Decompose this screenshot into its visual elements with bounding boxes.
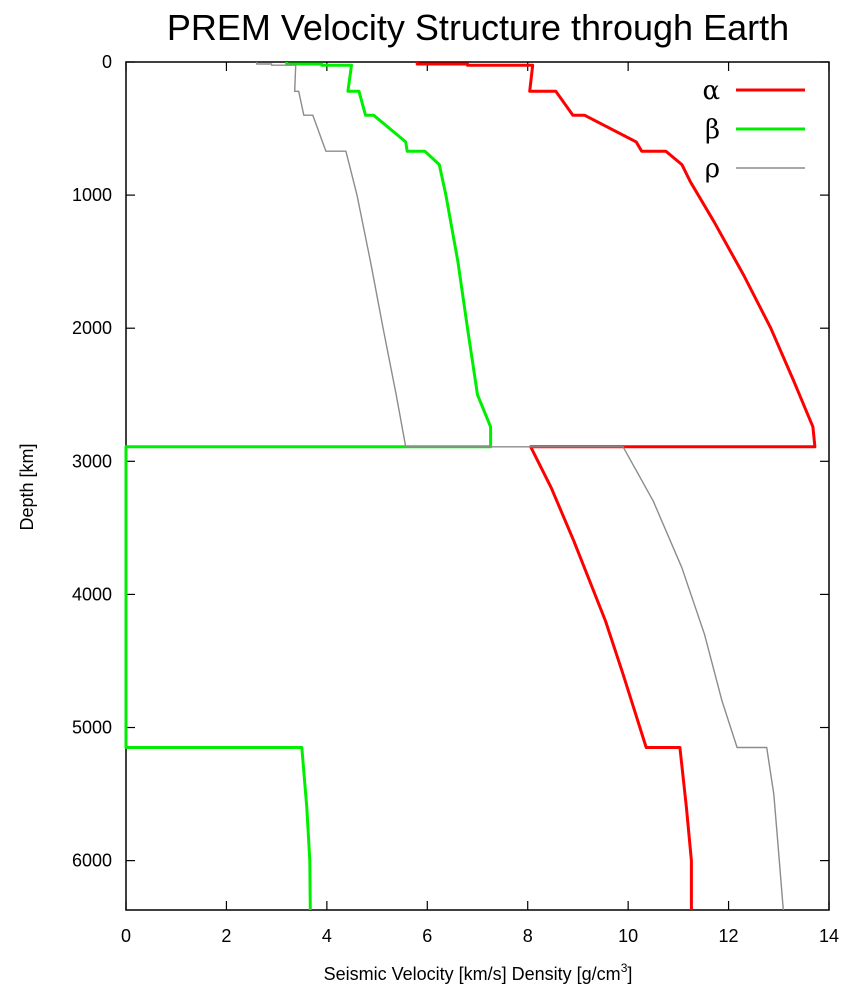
x-tick-label: 8: [523, 926, 533, 946]
y-axis-label: Depth [km]: [17, 443, 37, 530]
plot-frame: [125, 61, 830, 911]
x-axis-label-main: Seismic Velocity [km/s] Density [g/cm: [324, 964, 621, 984]
x-axis-label-sup: 3: [621, 961, 628, 975]
series-line-3: [255, 62, 784, 911]
y-tick-label: 2000: [72, 318, 112, 338]
x-tick-label: 2: [221, 926, 231, 946]
chart-title: PREM Velocity Structure through Earth: [167, 7, 789, 48]
x-tick-label: 14: [819, 926, 839, 946]
x-tick-label: 0: [121, 926, 131, 946]
legend: αβρ: [702, 76, 805, 184]
x-tick-label: 10: [618, 926, 638, 946]
legend-label: β: [705, 115, 720, 145]
y-tick-label: 6000: [72, 851, 112, 871]
series-line-2: [124, 62, 493, 911]
legend-label: α: [702, 76, 720, 106]
y-tick-label: 4000: [72, 584, 112, 604]
x-tick-label: 6: [422, 926, 432, 946]
series-line-1: [415, 62, 817, 910]
y-tick-label: 5000: [72, 718, 112, 738]
x-axis-label-end: ]: [627, 964, 632, 984]
y-tick-label: 0: [102, 52, 112, 72]
x-tick-label: 12: [719, 926, 739, 946]
axis-ticks: 0 2 4 6 8 10 12 14 0 1000 2000 3000 4000 5000 6000: [72, 52, 839, 946]
y-tick-label: 1000: [72, 185, 112, 205]
x-tick-label: 4: [322, 926, 332, 946]
legend-label: ρ: [705, 154, 720, 184]
y-tick-label: 3000: [72, 451, 112, 471]
x-axis-label: Seismic Velocity [km/s] Density [g/cm3]: [324, 961, 633, 984]
series-lines: [124, 62, 817, 911]
